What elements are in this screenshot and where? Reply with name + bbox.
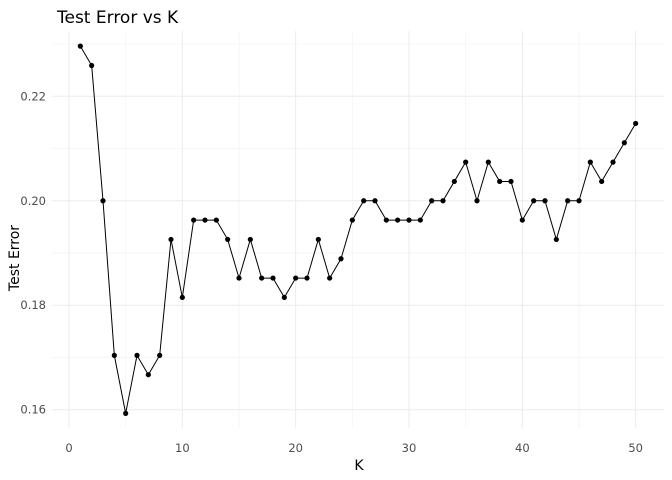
y-tick-label: 0.22	[20, 89, 46, 103]
data-point	[304, 275, 310, 281]
major-grid	[52, 31, 664, 428]
data-point	[315, 236, 321, 243]
data-point	[474, 198, 480, 204]
data-point	[553, 236, 559, 243]
series-line	[79, 45, 637, 414]
data-point	[429, 198, 435, 204]
data-point	[77, 43, 83, 49]
y-axis-title: Test Error	[7, 225, 23, 292]
x-tick-label: 10	[175, 441, 190, 455]
data-point	[406, 217, 412, 223]
data-point	[395, 217, 401, 223]
data-point	[383, 217, 389, 223]
data-point	[111, 352, 117, 358]
data-point	[463, 159, 469, 165]
data-point	[168, 236, 174, 243]
data-point	[100, 198, 106, 204]
y-axis-ticks: 0.16 0.18 0.20 0.22	[20, 89, 46, 416]
data-point	[225, 236, 231, 243]
data-point	[497, 178, 503, 185]
data-point	[440, 198, 446, 204]
data-point	[451, 178, 457, 185]
minor-grid	[52, 31, 664, 428]
data-point	[349, 217, 355, 223]
y-tick-label: 0.18	[20, 298, 46, 312]
data-point	[633, 120, 639, 127]
x-tick-label: 50	[628, 441, 643, 455]
data-point	[361, 198, 367, 204]
data-point	[123, 410, 129, 416]
data-point	[259, 275, 265, 281]
x-tick-label: 20	[288, 441, 303, 455]
data-point	[485, 159, 491, 165]
data-point	[236, 275, 242, 281]
data-point	[372, 198, 378, 204]
data-point	[519, 217, 525, 223]
x-tick-label: 40	[515, 441, 530, 455]
data-point	[270, 275, 276, 281]
data-point	[281, 294, 287, 301]
data-point	[599, 178, 605, 185]
data-point	[247, 236, 253, 243]
series	[77, 43, 639, 416]
data-point	[531, 198, 537, 204]
data-point	[587, 159, 593, 165]
data-point	[145, 372, 151, 378]
data-point	[542, 198, 548, 204]
x-axis-ticks: 0 10 20 30 40 50	[65, 441, 643, 455]
data-point	[565, 198, 571, 204]
data-point	[202, 217, 208, 223]
y-tick-label: 0.16	[20, 403, 46, 417]
data-point	[327, 275, 333, 281]
data-point	[576, 198, 582, 204]
data-point	[157, 352, 163, 358]
x-axis-title: K	[354, 458, 364, 474]
data-point	[621, 140, 627, 146]
y-tick-label: 0.20	[20, 194, 46, 208]
data-point	[338, 256, 344, 262]
data-point	[134, 352, 140, 358]
x-tick-label: 30	[402, 441, 417, 455]
x-tick-label: 0	[65, 441, 72, 455]
data-point	[191, 217, 197, 223]
data-point	[610, 159, 616, 165]
data-point	[293, 275, 299, 281]
data-point	[417, 217, 423, 223]
data-point	[508, 178, 514, 185]
data-point	[213, 217, 219, 223]
chart-title: Test Error vs K	[56, 8, 179, 28]
data-point	[179, 294, 185, 301]
data-point	[89, 62, 95, 69]
